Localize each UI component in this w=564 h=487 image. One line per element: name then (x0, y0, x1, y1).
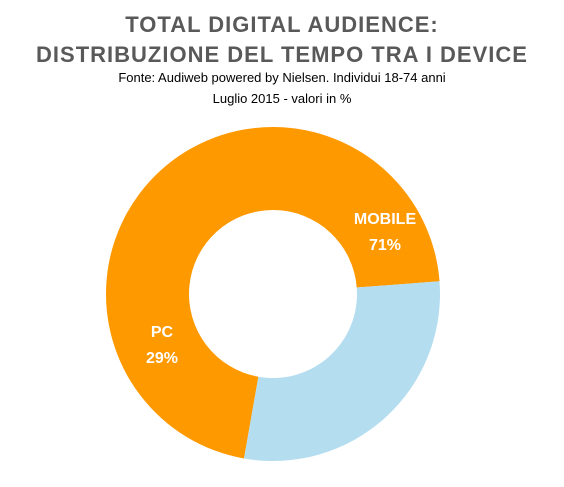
chart-title-line-2: DISTRIBUZIONE DEL TEMPO TRA I DEVICE (36, 42, 528, 67)
chart-subtitle-source: Fonte: Audiweb powered by Nielsen. Indiv… (118, 70, 446, 85)
slice-label-pc-value: 29% (146, 350, 178, 367)
slice-label-pc-name: PC (151, 324, 174, 341)
chart-title-line-1: TOTAL DIGITAL AUDIENCE: (125, 12, 439, 37)
slice-label-mobile-value: 71% (369, 237, 401, 254)
chart-subtitle-period: Luglio 2015 - valori in % (212, 91, 352, 106)
slice-pc (244, 281, 440, 462)
slice-label-mobile-name: MOBILE (354, 211, 417, 228)
slice-mobile (106, 127, 440, 459)
